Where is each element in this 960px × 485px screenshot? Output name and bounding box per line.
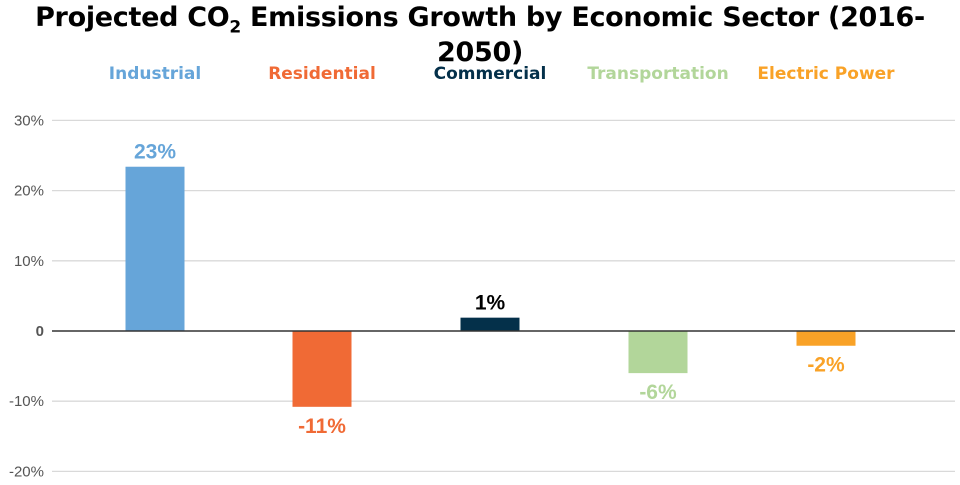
data-label: -2%: [807, 354, 845, 377]
data-label: 23%: [134, 141, 176, 164]
y-tick-label: 0: [36, 323, 44, 340]
title-subscript: 2: [229, 17, 241, 38]
title-text: Projected CO: [35, 2, 230, 33]
legend-item: Electric Power: [757, 64, 895, 84]
bar-commercial: [460, 317, 520, 331]
data-label: -6%: [639, 381, 677, 404]
legend-item: Industrial: [109, 64, 201, 84]
legend-item: Residential: [268, 64, 376, 84]
bar-electric-power: [796, 331, 856, 346]
y-tick-label: 20%: [14, 183, 44, 200]
bar-residential: [292, 331, 352, 407]
bar-industrial: [125, 166, 185, 331]
chart-title: Projected CO2 Emissions Growth by Econom…: [0, 2, 960, 68]
y-tick-label: -10%: [9, 393, 44, 410]
data-label: -11%: [298, 415, 346, 438]
title-text-rest: Emissions Growth by Economic Sector (201…: [240, 2, 925, 69]
bar-transportation: [628, 331, 688, 374]
legend-item: Commercial: [434, 64, 547, 84]
data-label: 1%: [475, 292, 506, 315]
legend-item: Transportation: [587, 64, 728, 84]
y-tick-label: 30%: [14, 112, 44, 129]
y-tick-label: -20%: [9, 463, 44, 480]
y-tick-label: 10%: [14, 253, 44, 270]
